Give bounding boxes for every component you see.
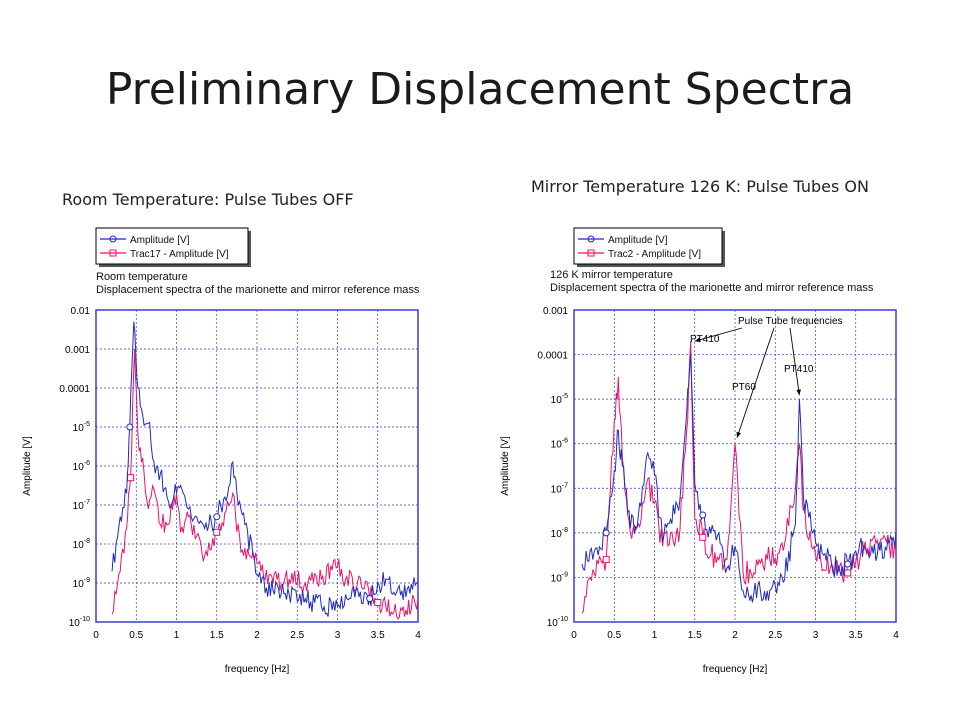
y-tick-label: 0.0001 [59,384,90,395]
series-line-1 [111,321,419,617]
y-tick-label: 10-6 [73,460,90,473]
series-2-marker [374,599,382,606]
x-tick-label: 2 [254,630,260,641]
legend-label-1: Amplitude [V] [130,235,190,246]
x-tick-label: 3.5 [849,630,863,641]
series-2-marker [213,528,221,536]
annotation-pt410-right: PT410 [784,364,814,375]
x-tick-label: 3 [335,630,341,641]
legend-box [573,227,723,265]
series-2-marker [844,569,852,577]
y-tick-label: 10-5 [551,393,568,406]
chart-subtitle: Displacement spectra of the marionette a… [550,282,874,294]
y-axis-label: Amplitude [V] [22,436,33,496]
legend-marker-circle [587,235,595,243]
legend-marker-square [587,249,595,257]
series-2-marker [602,556,610,564]
y-tick-label: 10-8 [73,538,90,551]
series-line-2 [581,341,897,614]
chart-legend: Amplitude [V] Trac2 - Amplitude [V] [573,227,725,267]
x-tick-label: 2.5 [768,630,782,641]
grid-lines [574,310,896,622]
room-temperature-spectrum-chart: Amplitude [V] Trac17 - Amplitude [V] Room … [22,227,421,675]
y-tick-label: 0.01 [71,306,91,317]
y-tick-label: 0.0001 [537,351,568,362]
right-chart-caption: Mirror Temperature 126 K: Pulse Tubes ON [531,177,869,196]
x-tick-label: 2 [732,630,738,641]
x-axis-label: frequency [Hz] [225,664,290,675]
y-tick-label: 10-8 [551,527,568,540]
left-chart-caption: Room Temperature: Pulse Tubes OFF [62,190,354,209]
legend-label-2: Trac2 - Amplitude [V] [608,249,701,260]
x-tick-label: 0.5 [129,630,143,641]
x-tick-label: 1 [174,630,180,641]
x-tick-label: 0 [93,630,99,641]
legend-marker-square [109,249,117,257]
y-tick-label: 10-10 [69,616,90,629]
series-line-1 [581,354,897,603]
arrow-pt410-right [789,327,800,396]
x-tick-label: 2.5 [290,630,304,641]
x-axis-label: frequency [Hz] [703,664,768,675]
series-1-marker [366,595,374,603]
chart-legend: Amplitude [V] Trac17 - Amplitude [V] [95,227,251,267]
series-1-marker [602,529,610,537]
y-tick-label: 10-9 [551,571,568,584]
legend-label-1: Amplitude [V] [608,235,668,246]
y-tick-label: 0.001 [543,306,568,317]
series-2-marker [699,533,707,541]
y-tick-label: 10-7 [551,482,568,495]
annotation-pt410-left: PT410 [690,334,720,345]
chart-title: 126 K mirror temperature [550,269,673,281]
y-tick-label: 10-7 [73,499,90,512]
arrow-pt60-head [736,431,741,438]
annotation-pt60: PT60 [732,382,756,393]
slide-title: Preliminary Displacement Spectra [105,64,855,115]
arrow-pt410-left-head [694,337,701,342]
y-tick-label: 10-5 [73,421,90,434]
legend-marker-circle [109,235,117,243]
series-1-marker [213,513,221,521]
chart-subtitle: Displacement spectra of the marionette a… [96,284,420,296]
series-line-2 [111,348,419,620]
y-tick-label: 10-10 [547,616,568,629]
legend-label-2: Trac17 - Amplitude [V] [130,249,229,260]
arrow-pt60 [736,327,775,438]
x-tick-label: 1 [652,630,658,641]
series-2-marker [127,474,135,482]
x-tick-label: 1.5 [688,630,702,641]
x-tick-label: 1.5 [210,630,224,641]
cryogenic-spectrum-chart: Amplitude [V] Trac2 - Amplitude [V] 126 K … [500,227,899,675]
y-tick-label: 10-9 [73,577,90,590]
pulse-tube-annotations: Pulse Tube frequencies PT410 PT60 PT410 [690,316,843,438]
legend-box [95,227,249,265]
annotation-pulse-tube-frequencies: Pulse Tube frequencies [738,316,843,327]
x-tick-label: 3 [813,630,819,641]
x-tick-label: 0.5 [607,630,621,641]
y-tick-label: 10-6 [551,438,568,451]
arrow-pt410-right-head [796,389,801,396]
series-1-marker [844,560,852,568]
x-tick-label: 0 [571,630,577,641]
arrow-pt410-left [694,327,743,342]
y-tick-label: 0.001 [65,345,90,356]
series-1-marker [126,423,134,431]
chart-title: Room temperature [96,271,188,283]
series-1-marker [699,511,707,519]
x-tick-label: 3.5 [371,630,385,641]
y-axis-label: Amplitude [V] [500,436,511,496]
x-tick-label: 4 [893,630,899,641]
x-tick-label: 4 [415,630,421,641]
